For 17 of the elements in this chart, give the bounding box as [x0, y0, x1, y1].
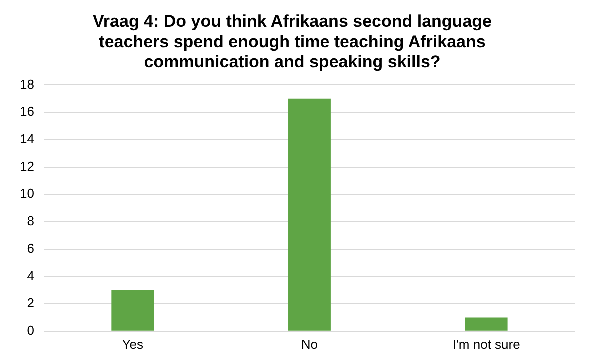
x-tick-label: No: [301, 336, 318, 352]
y-tick-label: 18: [20, 76, 34, 92]
y-tick-label: 2: [27, 296, 34, 311]
x-tick-label: I'm not sure: [452, 336, 520, 352]
y-tick-label: 0: [27, 322, 34, 338]
y-tick-label: 4: [27, 268, 34, 284]
bar: [112, 290, 154, 331]
y-tick-label: 12: [20, 158, 34, 174]
y-tick-label: 10: [20, 186, 34, 202]
y-tick-label: 14: [20, 131, 34, 146]
bar: [465, 318, 508, 331]
x-tick-label: Yes: [122, 336, 144, 352]
y-tick-label: 8: [27, 214, 34, 229]
bar: [288, 98, 331, 331]
y-tick-label: 16: [20, 104, 34, 120]
chart-title: Vraag 4: Do you think Afrikaans second language teachers spend enough time teaching Afrikaans communication and speaking skills?: [93, 12, 492, 72]
y-tick-label: 6: [27, 240, 34, 256]
